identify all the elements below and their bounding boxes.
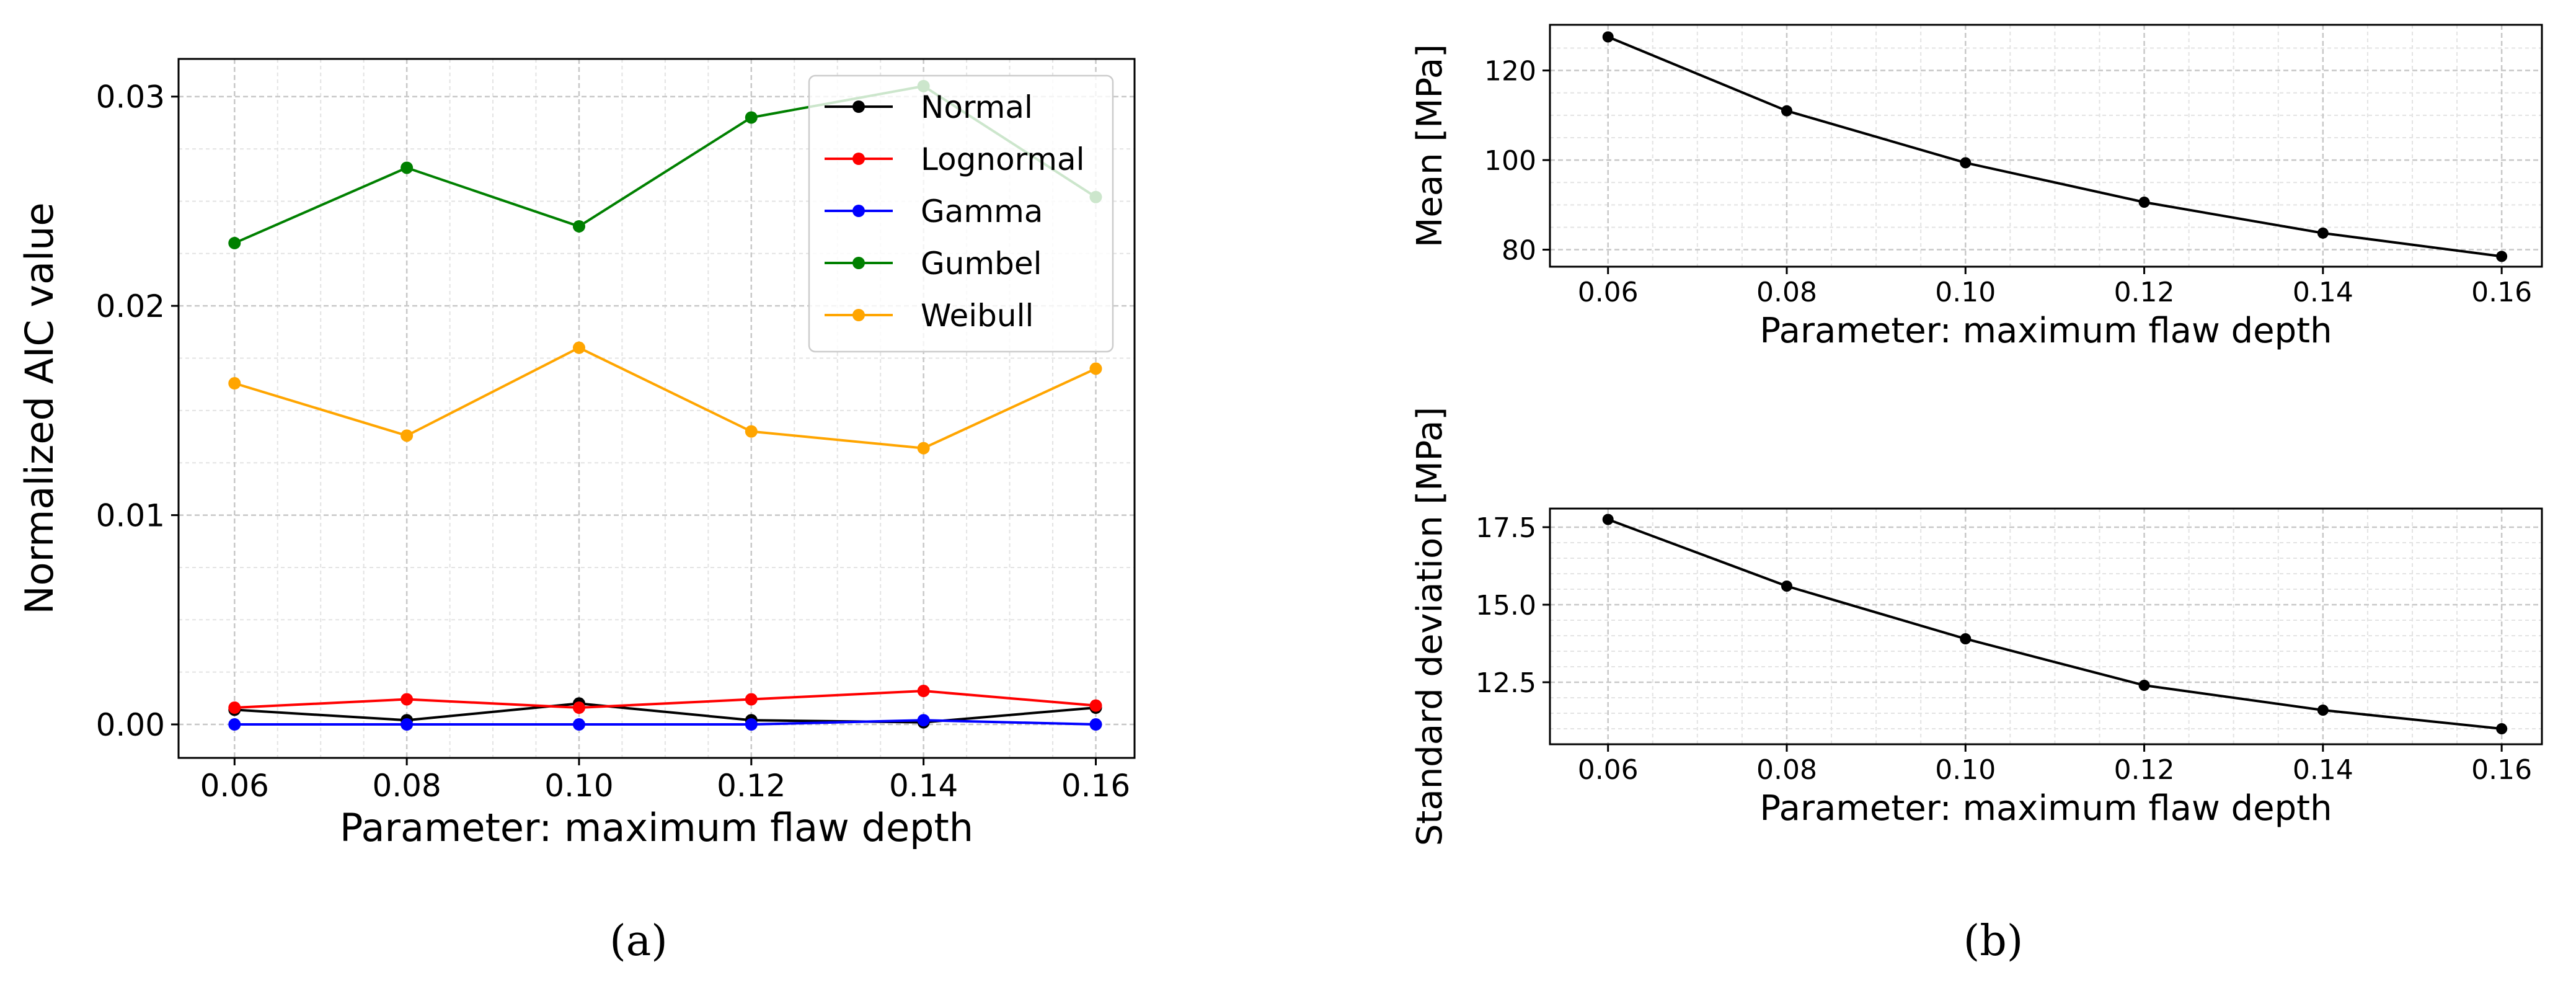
y-tick-label: 17.5 [1476,512,1536,544]
legend-label-lognormal: Lognormal [921,141,1085,177]
series-line-normal [234,702,1096,724]
x-tick-label: 0.06 [1578,754,1639,786]
data-point-gamma [228,718,241,731]
y-tick-label: 0.01 [96,498,165,534]
data-point-main [1781,105,1792,117]
data-point-main [2138,197,2150,208]
chart-b-mean: 0.06 0.08 0.10 0.12 0.14 0.16 80 100 120 Paramete… [1410,24,2543,351]
y-axis-label: Mean [MPa] [1410,44,1450,247]
y-tick-label: 0.00 [96,707,165,743]
x-axis-label: Parameter: maximum flaw depth [1759,788,2332,829]
x-tick-label: 0.06 [200,768,269,804]
plot-frame [1549,507,2543,745]
data-point-gumbel [401,161,414,174]
x-tick-label: 0.10 [1935,277,1996,308]
data-point-main [1960,157,1972,169]
data-point-gamma [917,714,930,727]
data-point-gumbel [228,236,241,249]
legend-marker-weibull [852,309,865,321]
series-line-main [1607,35,2502,258]
data-point-main [1781,581,1792,592]
data-point-lognormal [401,693,414,706]
legend-marker-lognormal [852,153,865,165]
series-line-main [1607,518,2502,730]
legend-label-normal: Normal [921,89,1033,125]
x-tick-label: 0.16 [2471,277,2532,308]
y-tick-label: 0.02 [96,288,165,324]
data-point-main [2496,723,2508,734]
data-point-weibull [917,442,930,455]
x-tick-label: 0.14 [2293,277,2353,308]
data-point-main [1602,31,1614,43]
x-tick-label: 0.10 [1935,754,1996,786]
data-point-main [2138,680,2150,691]
data-point-gumbel [745,111,758,124]
y-tick-label: 100 [1484,145,1536,177]
data-point-gamma [745,718,758,731]
data-point-weibull [745,425,758,438]
x-tick-label: 0.16 [2471,754,2532,786]
plot-frame [1549,24,2543,268]
caption-b: (b) [1963,917,2024,966]
x-tick-label: 0.12 [717,768,786,804]
x-tick-label: 0.08 [1756,754,1817,786]
legend-label-gamma: Gamma [921,194,1043,229]
x-tick-label: 0.14 [889,768,958,804]
chart-b-standard-deviation: 0.06 0.08 0.10 0.12 0.14 0.16 12.5 15.0 17.5 Para… [1410,407,2543,846]
data-point-gamma [1089,718,1102,731]
data-point-gamma [401,718,414,731]
data-point-lognormal [1089,699,1102,712]
y-tick-label: 0.03 [96,79,165,115]
x-tick-label: 0.08 [1756,277,1817,308]
x-tick-label: 0.12 [2114,277,2175,308]
y-tick-label: 120 [1484,56,1536,87]
x-tick-label: 0.14 [2293,754,2353,786]
y-tick-label: 80 [1502,234,1536,266]
data-point-main [1960,633,1972,644]
data-point-main [2496,251,2508,262]
chart-a-normalized-aic: Normal Lognormal Gamma Gumbel Weibull 0.06 0.0… [17,58,1136,850]
series-line-lognormal [234,690,1096,710]
legend-label-gumbel: Gumbel [921,246,1042,282]
x-tick-label: 0.16 [1061,768,1130,804]
data-point-lognormal [228,701,241,714]
y-tick-label: 15.0 [1476,590,1536,621]
x-tick-label: 0.08 [372,768,441,804]
x-axis-label: Parameter: maximum flaw depth [340,805,973,850]
legend-label-weibull: Weibull [921,298,1033,334]
x-tick-label: 0.12 [2114,754,2175,786]
plot-frame [177,58,1136,759]
x-axis-label: Parameter: maximum flaw depth [1759,311,2332,351]
data-point-main [2317,227,2329,239]
data-point-weibull [228,377,241,390]
data-point-gamma [572,718,585,731]
legend-marker-normal [852,100,865,113]
legend-marker-gumbel [852,257,865,269]
series-line-weibull [234,346,1097,450]
x-tick-label: 0.10 [544,768,613,804]
data-point-main [1602,514,1614,525]
data-point-weibull [572,341,585,354]
series-line-gamma [234,719,1096,726]
y-axis-label: Standard deviation [MPa] [1410,407,1450,846]
legend-box [808,74,1114,353]
data-point-weibull [1089,362,1102,375]
data-point-main [2317,705,2329,716]
caption-a: (a) [609,917,668,966]
data-point-gumbel [572,220,585,233]
y-axis-label: Normalized AIC value [17,202,62,614]
y-tick-label: 12.5 [1476,667,1536,699]
data-point-lognormal [917,685,930,698]
x-tick-label: 0.06 [1578,277,1639,308]
legend-marker-gamma [852,205,865,217]
data-point-lognormal [572,701,585,714]
data-point-weibull [401,429,414,442]
data-point-lognormal [745,693,758,706]
